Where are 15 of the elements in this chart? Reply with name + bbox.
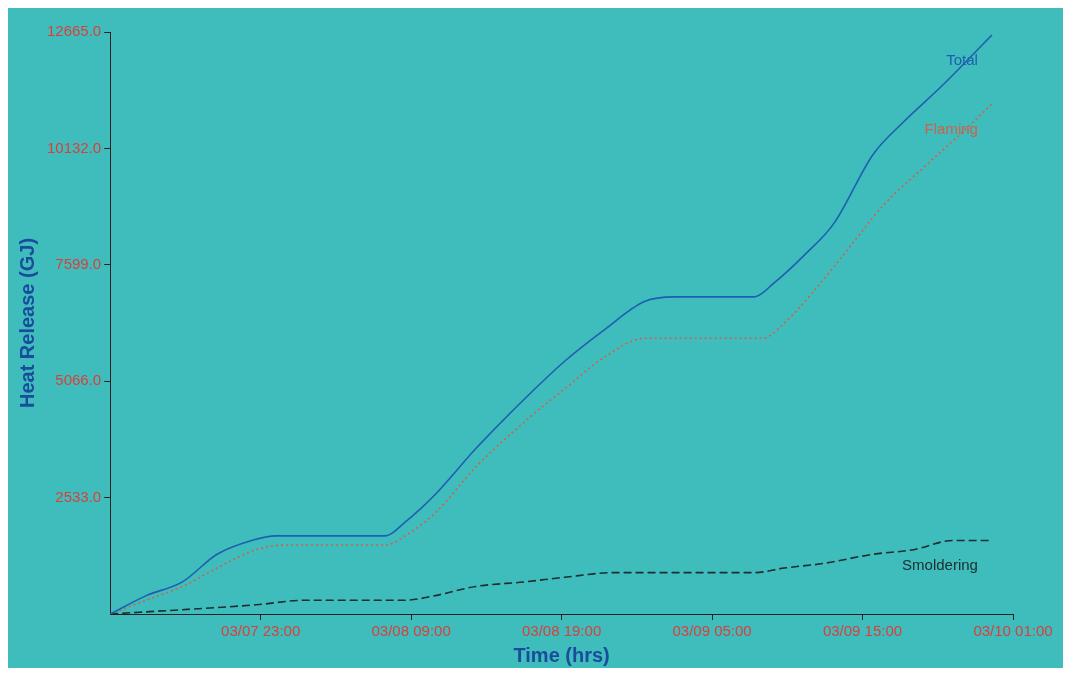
x-tick-label: 03/09 15:00 bbox=[822, 622, 903, 640]
y-tick-label: 10132.0 bbox=[46, 138, 102, 156]
x-tick-label: 03/10 01:00 bbox=[973, 622, 1053, 640]
x-tick-label: 03/07 23:00 bbox=[221, 622, 301, 640]
series-label: Flaming bbox=[924, 119, 978, 137]
x-tick-label: 03/08 09:00 bbox=[371, 622, 451, 640]
series-label: Smoldering bbox=[902, 556, 978, 574]
x-tick-label: 03/09 05:00 bbox=[672, 622, 752, 640]
y-tick-label: 12665.0 bbox=[46, 22, 102, 40]
x-tick-label: 03/08 19:00 bbox=[521, 622, 602, 640]
y-axis-title: Heat Release (GJ) bbox=[15, 237, 38, 409]
y-tick-label: 7599.0 bbox=[55, 254, 102, 272]
y-tick-label: 5066.0 bbox=[55, 371, 102, 389]
x-axis-title: Time (hrs) bbox=[513, 643, 610, 666]
y-tick-label: 2533.0 bbox=[55, 487, 102, 505]
